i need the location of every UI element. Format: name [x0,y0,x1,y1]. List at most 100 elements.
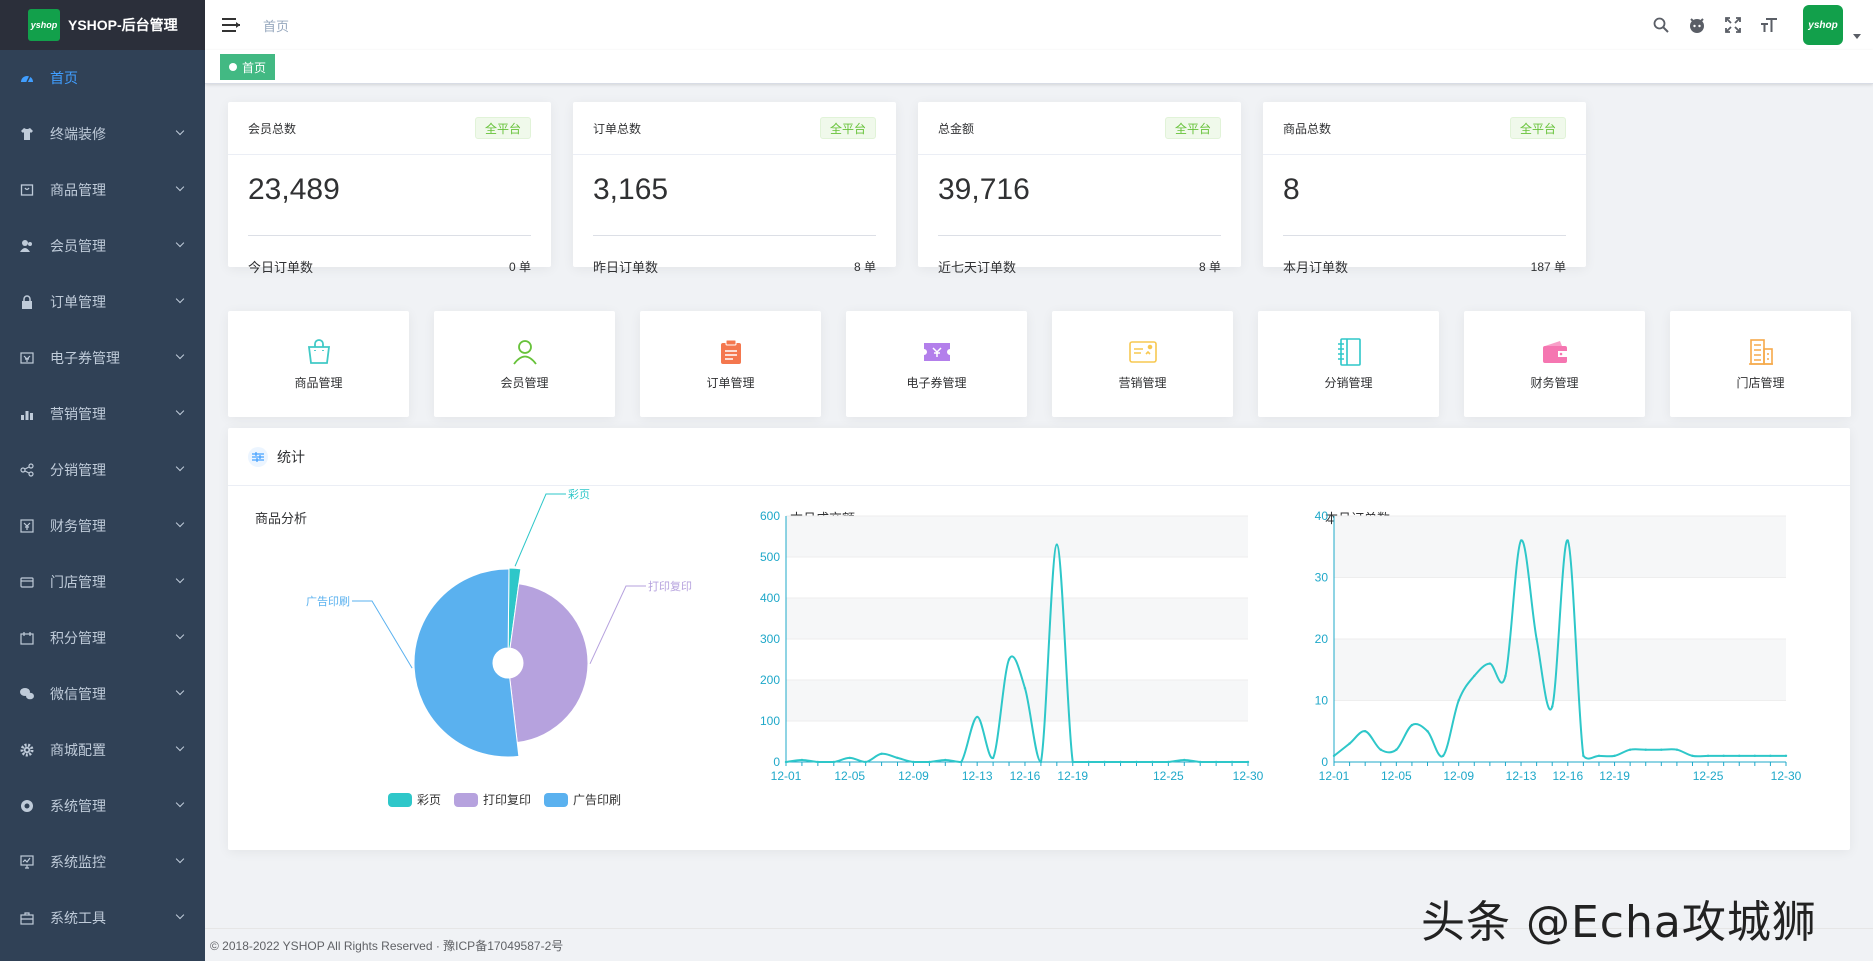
data-point[interactable] [975,715,979,719]
data-point[interactable] [1039,760,1043,764]
data-point[interactable] [1214,760,1218,764]
github-icon[interactable] [1686,14,1708,36]
data-point[interactable] [1246,760,1250,764]
search-icon[interactable] [1650,14,1672,36]
data-point[interactable] [912,760,915,764]
data-point[interactable] [1055,543,1059,546]
data-point[interactable] [832,760,835,764]
data-point[interactable] [1103,760,1106,764]
data-point[interactable] [816,760,820,764]
sidebar-item-coupon[interactable]: 电子券管理 [0,330,205,386]
data-point[interactable] [1426,730,1429,733]
data-point[interactable] [1582,754,1585,758]
data-point[interactable] [1551,705,1554,708]
sidebar-item-dashboard[interactable]: 首页 [0,50,205,106]
data-point[interactable] [1183,758,1186,762]
data-point[interactable] [1660,748,1663,751]
sidebar-item-share[interactable]: 分销管理 [0,442,205,498]
quick-link-ticket[interactable]: 电子券管理 [846,311,1027,417]
data-point[interactable] [1628,748,1632,751]
sidebar-item-points[interactable]: 积分管理 [0,610,205,666]
quick-link-card[interactable]: 营销管理 [1052,311,1233,417]
data-point[interactable] [864,760,867,764]
data-point[interactable] [1597,754,1601,758]
data-point[interactable] [1332,754,1336,758]
avatar[interactable]: yshop [1803,5,1843,45]
quick-link-building[interactable]: 门店管理 [1670,311,1851,417]
data-point[interactable] [1457,699,1460,702]
data-point[interactable] [1566,539,1569,542]
sidebar-item-users[interactable]: 会员管理 [0,218,205,274]
quick-link-clipboard[interactable]: 订单管理 [640,311,821,417]
logo[interactable]: yshop YSHOP-后台管理 [0,0,205,50]
data-point[interactable] [1023,687,1027,690]
data-point[interactable] [848,756,851,760]
data-point[interactable] [1753,754,1757,758]
data-point[interactable] [1769,754,1772,758]
font-size-icon[interactable] [1758,14,1780,36]
pie-slice[interactable] [509,583,589,744]
hamburger-icon[interactable] [222,17,240,33]
data-point[interactable] [1199,760,1202,764]
data-point[interactable] [1504,674,1507,678]
sidebar-item-monitor[interactable]: 系统监控 [0,834,205,890]
tag-home[interactable]: 首页 [220,54,276,80]
breadcrumb[interactable]: 首页 [263,18,290,34]
data-point[interactable] [800,758,804,762]
data-point[interactable] [1519,539,1523,542]
data-point[interactable] [1441,754,1445,758]
series-line[interactable] [1333,539,1786,760]
fullscreen-icon[interactable] [1722,14,1744,36]
sidebar-item-wechat[interactable]: 微信管理 [0,666,205,722]
data-point[interactable] [1706,754,1710,758]
quick-link-user[interactable]: 会员管理 [434,311,615,417]
data-point[interactable] [1135,760,1138,764]
legend-item[interactable]: 广告印刷 [544,793,621,807]
caret-down-icon[interactable] [1853,33,1861,39]
data-point[interactable] [880,752,883,755]
data-point[interactable] [1410,723,1414,727]
data-point[interactable] [784,760,788,764]
legend-item[interactable]: 彩页 [388,793,441,807]
data-point[interactable] [960,760,963,764]
data-point[interactable] [1675,748,1679,751]
quick-link-notebook[interactable]: 分销管理 [1258,311,1439,417]
data-point[interactable] [1151,760,1154,764]
pie-slice[interactable] [413,568,520,758]
sidebar-item-lock[interactable]: 订单管理 [0,274,205,330]
data-point[interactable] [1722,754,1725,758]
data-point[interactable] [1071,760,1074,764]
data-point[interactable] [1691,754,1694,758]
quick-link-wallet[interactable]: 财务管理 [1464,311,1645,417]
quick-link-shopping-bag[interactable]: 商品管理 [228,311,409,417]
data-point[interactable] [1395,748,1398,751]
data-point[interactable] [1488,662,1492,665]
sidebar-item-toolbox[interactable]: 系统工具 [0,890,205,946]
data-point[interactable] [944,758,947,762]
data-point[interactable] [1348,742,1351,745]
data-point[interactable] [1119,760,1122,764]
data-point[interactable] [928,760,931,764]
sidebar-item-goods[interactable]: 商品管理 [0,162,205,218]
sidebar-item-shirt[interactable]: 终端装修 [0,106,205,162]
sidebar-item-system[interactable]: 系统管理 [0,778,205,834]
data-point[interactable] [1379,748,1382,751]
sidebar-item-finance[interactable]: 财务管理 [0,498,205,554]
data-point[interactable] [1784,754,1788,758]
data-point[interactable] [1007,658,1011,661]
sidebar-item-chart-bar[interactable]: 营销管理 [0,386,205,442]
data-point[interactable] [1167,760,1170,764]
data-point[interactable] [1613,754,1616,758]
data-point[interactable] [1363,730,1367,733]
data-point[interactable] [1644,748,1647,751]
data-point[interactable] [1738,754,1741,758]
data-point[interactable] [1230,760,1234,764]
sidebar-item-store[interactable]: 门店管理 [0,554,205,610]
data-point[interactable] [991,756,995,760]
data-point[interactable] [1535,637,1538,641]
legend-item[interactable]: 打印复印 [454,793,531,807]
data-point[interactable] [896,756,899,760]
data-point[interactable] [1473,674,1476,678]
data-point[interactable] [1087,760,1090,764]
sidebar-item-gear[interactable]: 商城配置 [0,722,205,778]
